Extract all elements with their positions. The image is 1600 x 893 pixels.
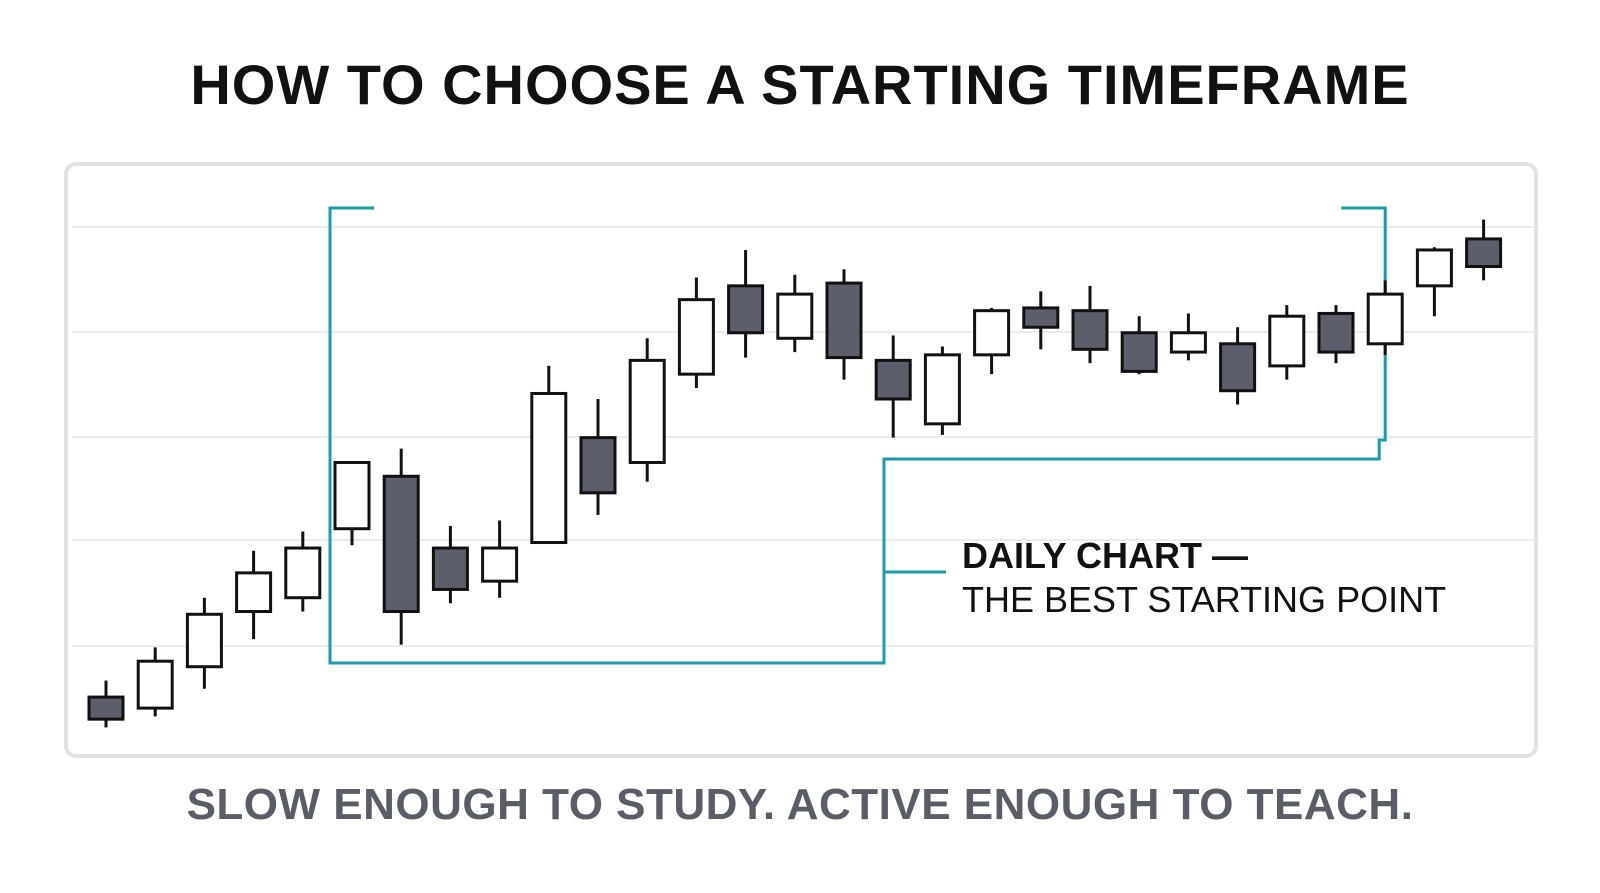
candle-body-bullish bbox=[1415, 248, 1453, 288]
chart-panel: DAILY CHART — THE BEST STARTING POINT bbox=[64, 162, 1538, 758]
candle bbox=[1465, 219, 1503, 281]
candle-body-bullish bbox=[628, 358, 666, 464]
candle-body-bearish bbox=[727, 284, 765, 335]
candle-body-bearish bbox=[1071, 309, 1109, 351]
candle-body-bullish bbox=[1366, 292, 1404, 346]
candle-body-bullish bbox=[481, 546, 519, 583]
candle bbox=[776, 274, 814, 353]
candle-body-bullish bbox=[530, 391, 568, 545]
candle bbox=[874, 335, 912, 438]
candle bbox=[382, 448, 420, 645]
candle bbox=[923, 346, 961, 435]
candle bbox=[973, 307, 1011, 375]
candle-body-bullish bbox=[923, 353, 961, 426]
candles bbox=[87, 219, 1503, 728]
candle bbox=[727, 249, 765, 358]
candle bbox=[677, 277, 715, 388]
candle-body-bearish bbox=[1120, 331, 1158, 373]
page-subtitle: SLOW ENOUGH TO STUDY. ACTIVE ENOUGH TO T… bbox=[186, 780, 1414, 829]
candle-body-bullish bbox=[333, 460, 371, 531]
candle-body-bearish bbox=[579, 436, 617, 495]
candle bbox=[825, 269, 863, 380]
candle-body-bullish bbox=[677, 298, 715, 376]
candle bbox=[284, 531, 322, 612]
candle bbox=[87, 680, 125, 728]
candle-body-bearish bbox=[87, 695, 125, 721]
candle-body-bearish bbox=[1465, 237, 1503, 269]
candle bbox=[1120, 316, 1158, 375]
candle bbox=[1219, 327, 1257, 405]
candle bbox=[1022, 291, 1060, 350]
candle-body-bearish bbox=[431, 546, 469, 591]
candle bbox=[579, 399, 617, 515]
candle-body-bullish bbox=[973, 309, 1011, 357]
annotation-title: DAILY CHART — bbox=[962, 535, 1248, 576]
candle bbox=[530, 365, 568, 545]
candle-body-bullish bbox=[235, 571, 273, 614]
candle bbox=[235, 550, 273, 640]
candlestick-chart: DAILY CHART — THE BEST STARTING POINT bbox=[72, 206, 1538, 728]
candle-body-bearish bbox=[1219, 342, 1257, 393]
candle bbox=[1169, 313, 1207, 361]
candle-body-bearish bbox=[1022, 306, 1060, 329]
candle bbox=[1071, 285, 1109, 364]
candle-body-bullish bbox=[1169, 331, 1207, 354]
page-title: HOW TO CHOOSE A STARTING TIMEFRAME bbox=[190, 53, 1410, 116]
candle-body-bearish bbox=[825, 281, 863, 360]
candle bbox=[628, 338, 666, 482]
candle-body-bullish bbox=[1268, 314, 1306, 368]
candle-body-bearish bbox=[382, 474, 420, 614]
candle-body-bullish bbox=[136, 659, 174, 710]
candle-body-bullish bbox=[284, 546, 322, 600]
candle bbox=[481, 520, 519, 598]
candle bbox=[1317, 305, 1355, 364]
candle-body-bullish bbox=[776, 292, 814, 340]
candle bbox=[1268, 305, 1306, 380]
annotation-text: THE BEST STARTING POINT bbox=[962, 579, 1446, 620]
candle bbox=[333, 460, 371, 546]
candle bbox=[431, 525, 469, 604]
candle-body-bullish bbox=[185, 612, 223, 669]
candle-body-bearish bbox=[1317, 311, 1355, 354]
candle bbox=[1366, 280, 1404, 355]
candle bbox=[136, 647, 174, 717]
candle-body-bearish bbox=[874, 358, 912, 401]
candle bbox=[1415, 247, 1453, 317]
candle bbox=[185, 597, 223, 689]
